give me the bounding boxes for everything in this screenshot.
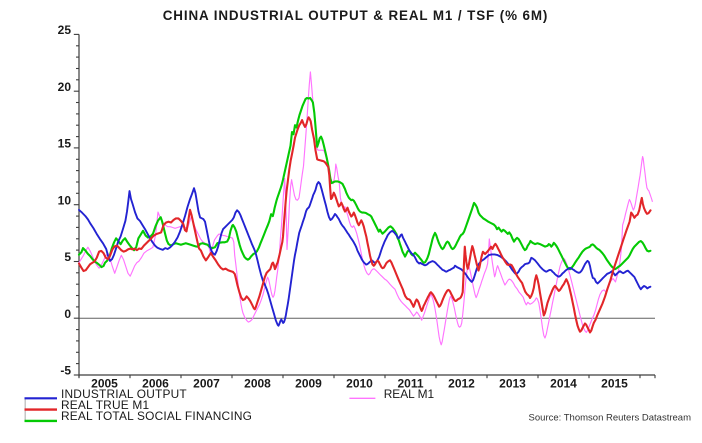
svg-text:25: 25 [58, 23, 72, 37]
svg-text:2005: 2005 [91, 377, 118, 391]
svg-text:REAL M1: REAL M1 [384, 387, 435, 401]
svg-text:2008: 2008 [244, 377, 271, 391]
svg-text:-5: -5 [60, 364, 71, 378]
svg-text:2010: 2010 [346, 377, 373, 391]
svg-text:CHINA INDUSTRIAL OUTPUT & REAL: CHINA INDUSTRIAL OUTPUT & REAL M1 / TSF … [163, 8, 549, 23]
svg-text:REAL TOTAL SOCIAL FINANCING: REAL TOTAL SOCIAL FINANCING [61, 409, 252, 423]
svg-text:10: 10 [58, 193, 72, 207]
svg-text:2012: 2012 [448, 377, 475, 391]
svg-text:2006: 2006 [142, 377, 169, 391]
svg-text:2007: 2007 [193, 377, 220, 391]
svg-text:20: 20 [58, 80, 72, 94]
svg-text:2011: 2011 [397, 377, 423, 391]
svg-text:2013: 2013 [499, 377, 526, 391]
svg-text:0: 0 [64, 307, 71, 321]
svg-text:2015: 2015 [601, 377, 628, 391]
svg-text:2009: 2009 [295, 377, 322, 391]
svg-text:REAL TRUE M1: REAL TRUE M1 [61, 398, 149, 412]
svg-text:2014: 2014 [550, 377, 577, 391]
svg-text:INDUSTRIAL OUTPUT: INDUSTRIAL OUTPUT [61, 387, 187, 401]
svg-text:Source: Thomson Reuters Datast: Source: Thomson Reuters Datastream [529, 412, 692, 423]
svg-text:5: 5 [64, 250, 71, 264]
svg-text:15: 15 [58, 137, 72, 151]
